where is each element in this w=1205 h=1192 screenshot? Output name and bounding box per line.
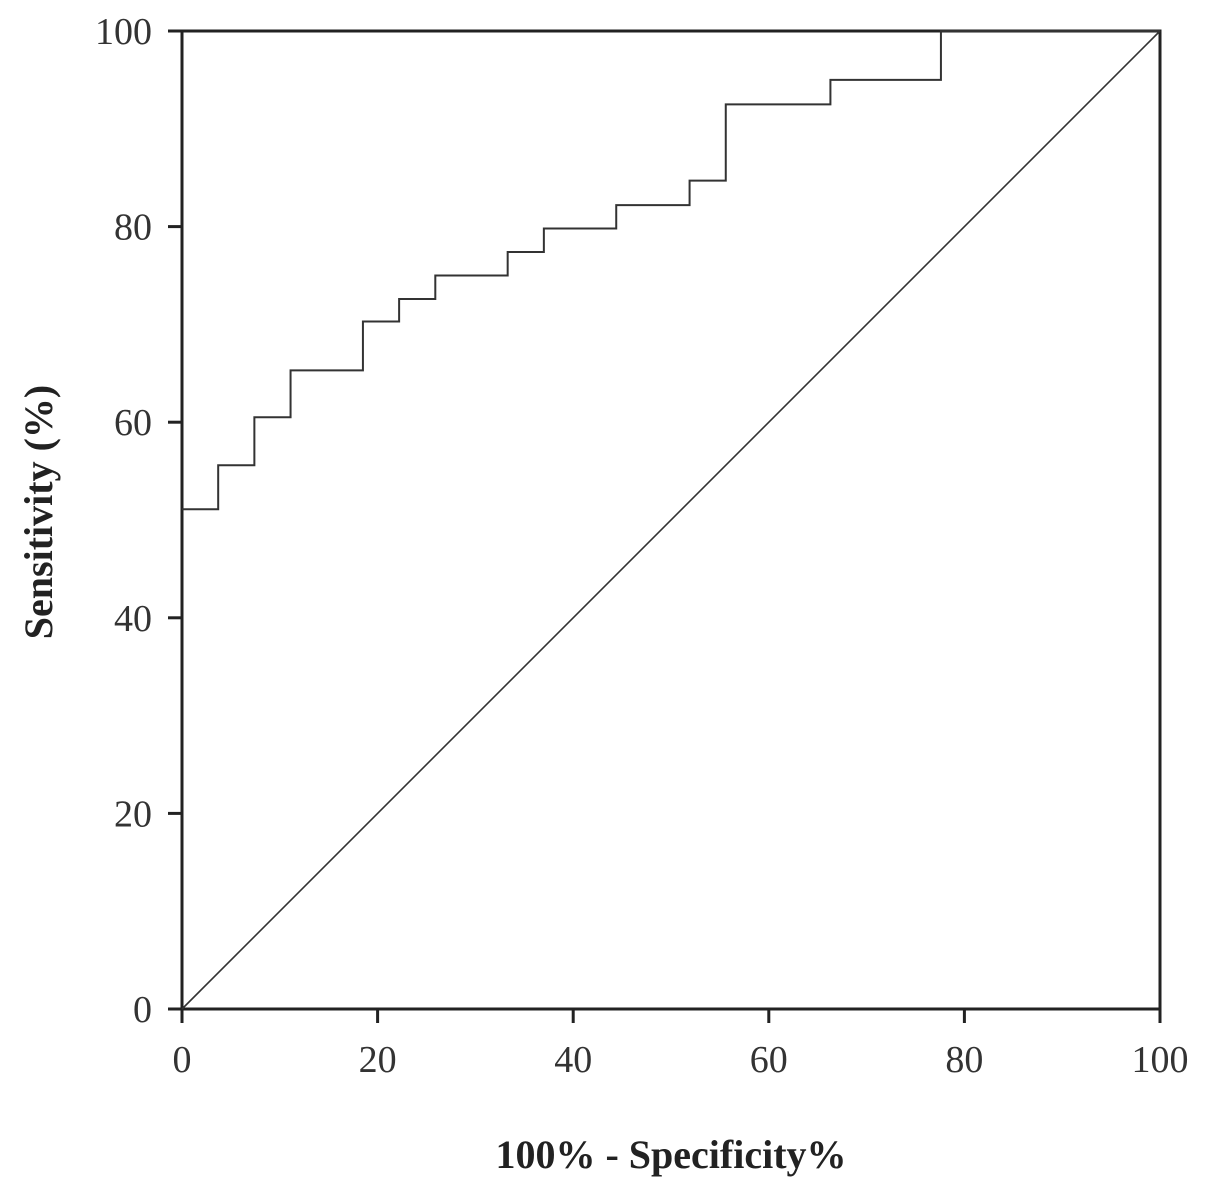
y-tick-label: 20 <box>114 793 152 835</box>
x-tick-label: 100 <box>1132 1039 1189 1081</box>
x-tick-label: 0 <box>173 1039 192 1081</box>
x-axis-title: 100% - Specificity% <box>495 1132 846 1177</box>
x-tick-label: 60 <box>750 1039 788 1081</box>
x-tick-label: 40 <box>554 1039 592 1081</box>
y-tick-label: 100 <box>95 11 152 53</box>
y-axis-ticks: 0 20 40 60 80 100 <box>95 11 182 1031</box>
series-layer <box>181 30 1161 1010</box>
x-tick-label: 80 <box>945 1039 983 1081</box>
x-tick-label: 20 <box>359 1039 397 1081</box>
y-tick-label: 60 <box>114 402 152 444</box>
plot-frame <box>180 29 1162 1011</box>
roc-curve-line <box>182 30 1160 511</box>
y-tick-label: 80 <box>114 207 152 249</box>
y-tick-label: 40 <box>114 598 152 640</box>
y-tick-label: 0 <box>133 989 152 1031</box>
x-axis-ticks: 0 20 40 60 80 100 <box>173 1009 1189 1081</box>
y-axis-title: Sensitivity (%) <box>16 385 61 639</box>
reference-diagonal-line <box>181 30 1161 1010</box>
